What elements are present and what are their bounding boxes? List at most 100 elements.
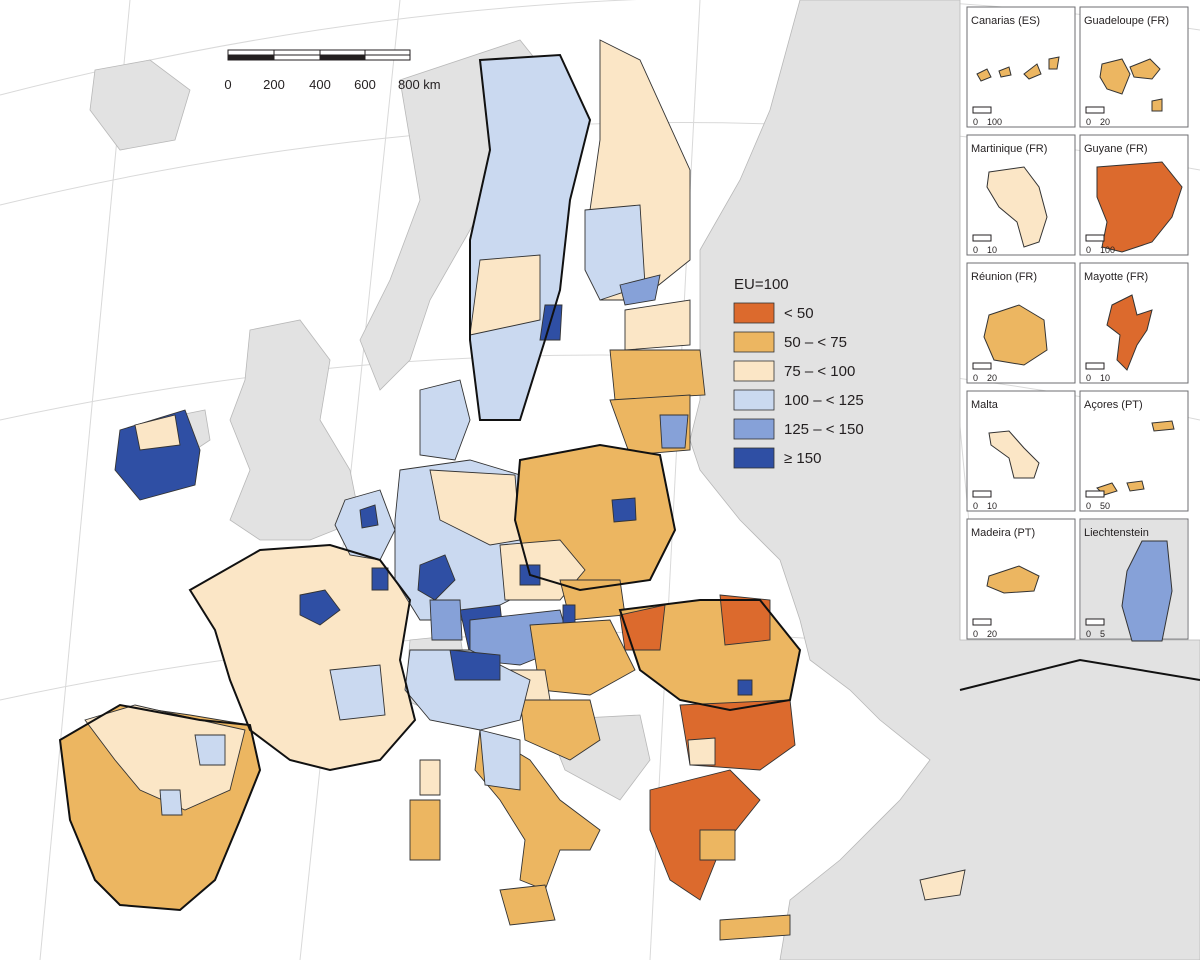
inset-scale-end: 20 <box>987 629 997 639</box>
inset-panel: Liechtenstein 0 5 <box>1079 518 1189 642</box>
region-bolzano <box>449 649 501 681</box>
inset-scale-end: 20 <box>987 373 997 383</box>
inset-scale-start: 0 <box>973 629 978 639</box>
inset-scale-start: 0 <box>973 245 978 255</box>
inset-scale-end: 100 <box>987 117 1002 127</box>
inset-region <box>1099 58 1163 112</box>
inset-title: Martinique (FR) <box>971 143 1047 155</box>
inset-title: Réunion (FR) <box>971 271 1037 283</box>
region-estonia <box>624 299 691 351</box>
inset-scale-start: 0 <box>1086 117 1091 127</box>
legend-title: EU=100 <box>734 276 789 293</box>
region-croatia <box>519 699 601 761</box>
legend-swatch <box>733 418 775 440</box>
inset-scale-start: 0 <box>973 373 978 383</box>
inset-title: Canarias (ES) <box>971 15 1040 27</box>
region-latvia <box>609 349 706 401</box>
region-bw <box>429 599 463 641</box>
scale-tick-2: 400 <box>309 77 331 92</box>
inset-panel: Guadeloupe (FR) 0 20 <box>1079 6 1189 128</box>
region-germany-hessen <box>417 554 456 601</box>
iceland <box>89 59 191 151</box>
region-crete <box>719 914 791 941</box>
inset-title: Guyane (FR) <box>1084 143 1148 155</box>
eu-regions <box>59 39 966 941</box>
region-italy-centre <box>479 729 521 791</box>
inset-scale-start: 0 <box>1086 373 1091 383</box>
inset-scale-end: 5 <box>1100 629 1105 639</box>
region-pais-vasco <box>159 789 183 816</box>
inset-panel: Réunion (FR) 0 20 <box>966 262 1076 384</box>
inset-region <box>988 430 1040 479</box>
inset-region <box>1106 294 1153 371</box>
legend-swatch <box>733 447 775 469</box>
inset-region <box>986 166 1048 248</box>
inset-scale-start: 0 <box>1086 245 1091 255</box>
region-rhone-alpes <box>329 664 386 721</box>
scale-tick-4: 800 km <box>398 77 441 92</box>
region-sofia <box>687 737 716 766</box>
inset-panel: Mayotte (FR) 0 10 <box>1079 262 1189 384</box>
legend-label: 75 – < 100 <box>784 363 855 380</box>
inset-scale-end: 100 <box>1100 245 1115 255</box>
national-borders <box>58 53 1200 912</box>
legend-label: 100 – < 125 <box>784 392 864 409</box>
region-madrid <box>194 734 226 766</box>
inset-scale-end: 10 <box>987 245 997 255</box>
region-corsica <box>419 759 441 796</box>
inset-title: Malta <box>971 399 999 411</box>
region-bucuresti <box>737 679 753 696</box>
region-vilnius <box>659 414 689 449</box>
inset-region <box>976 56 1060 82</box>
region-randstad <box>359 504 379 529</box>
inset-panel: Açores (PT) 0 50 <box>1079 390 1189 512</box>
region-germany-east <box>429 469 521 546</box>
inset-title: Madeira (PT) <box>971 527 1035 539</box>
great-britain <box>229 319 361 541</box>
legend-swatch <box>733 389 775 411</box>
inset-title: Mayotte (FR) <box>1084 271 1148 283</box>
legend-swatch <box>733 360 775 382</box>
inset-panel: Canarias (ES) 0 100 <box>966 6 1076 128</box>
inset-panel: Martinique (FR) 0 10 <box>966 134 1076 256</box>
legend-label: 125 – < 150 <box>784 421 864 438</box>
region-sweden-mid <box>469 254 541 336</box>
scale-tick-1: 200 <box>263 77 285 92</box>
region-ile-de-france <box>299 589 341 626</box>
inset-region <box>986 565 1040 594</box>
inset-panel: Guyane (FR) 0 100 <box>1079 134 1189 256</box>
legend-label: ≥ 150 <box>784 450 821 467</box>
region-luxembourg <box>371 567 389 591</box>
region-iberia-north <box>84 704 246 811</box>
legend-swatch <box>733 302 775 324</box>
region-helsinki <box>619 274 661 306</box>
region-warszawa <box>611 497 637 523</box>
region-romania-north-east <box>719 594 771 646</box>
inset-panel: Malta 0 10 <box>966 390 1076 512</box>
region-sardinia <box>409 799 441 861</box>
scale-tick-3: 600 <box>354 77 376 92</box>
inset-scale-end: 50 <box>1100 501 1110 511</box>
legend-label: < 50 <box>784 305 814 322</box>
inset-region <box>1096 161 1183 253</box>
inset-scale-start: 0 <box>1086 629 1091 639</box>
inset-title: Guadeloupe (FR) <box>1084 15 1169 27</box>
region-ireland-north <box>134 414 181 451</box>
region-denmark <box>419 379 471 461</box>
inset-scale-start: 0 <box>973 501 978 511</box>
inset-title: Liechtenstein <box>1084 527 1149 539</box>
legend: EU=100 < 50 50 – < 75 75 – < 100 100 – < 12… <box>733 276 864 469</box>
region-romania-west <box>619 604 666 651</box>
inset-panel: Madeira (PT) 0 20 <box>966 518 1076 640</box>
scale-tick-0: 0 <box>224 77 231 92</box>
legend-label: 50 – < 75 <box>784 334 847 351</box>
legend-swatch <box>733 331 775 353</box>
region-sicily <box>499 884 556 926</box>
inset-region <box>1121 540 1173 642</box>
inset-scale-start: 0 <box>1086 501 1091 511</box>
inset-scale-end: 20 <box>1100 117 1110 127</box>
inset-title: Açores (PT) <box>1084 399 1143 411</box>
